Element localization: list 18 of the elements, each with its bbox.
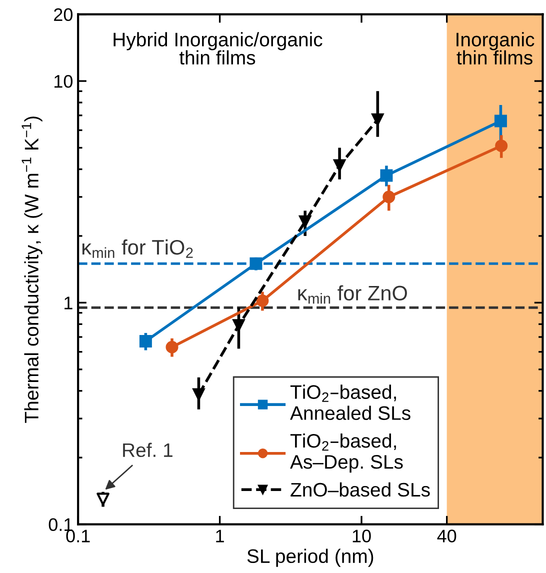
annotation: Hybrid Inorganic/organic thin films (114, 32, 322, 65)
x-tick-label: 10 (352, 530, 371, 542)
ref-line-label: κ$_{min}$ for ZnO (298, 285, 407, 304)
y-axis-title: Thermal conductivity, κ (W m$^{−1}$ K$^{−1}$) (22, 116, 42, 423)
legend-label: ZnO–based SLs (290, 482, 430, 497)
y-tick-label: 1 (64, 296, 72, 310)
x-axis-title: SL period (nm) (247, 548, 374, 567)
ref-line-label: κ$_{min}$ for TiO$_{2}$ (82, 239, 193, 258)
y-tick-label: 10 (54, 74, 73, 88)
y-tick-label: 20 (54, 8, 73, 22)
y-tick-label: 0.1 (48, 518, 72, 532)
legend-label: TiO$_{2}$–based, As–Dep. SLs (290, 433, 403, 473)
legend-label: TiO$_{2}$–based, Annealed SLs (290, 384, 410, 420)
annotation: Ref. 1 (123, 442, 172, 458)
band-label: Inorganic thin films (456, 32, 534, 65)
x-tick-label: 0.1 (66, 530, 90, 542)
x-tick-label: 40 (437, 530, 456, 542)
x-tick-label: 1 (216, 530, 224, 542)
